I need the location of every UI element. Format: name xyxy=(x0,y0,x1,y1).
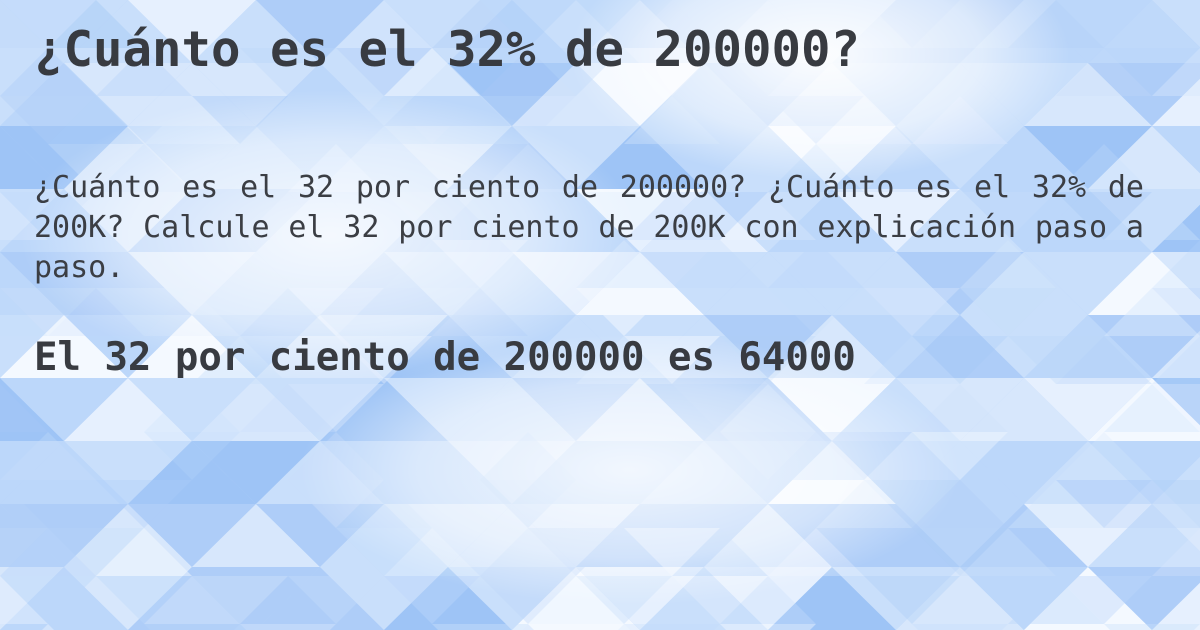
page-title: ¿Cuánto es el 32% de 200000? xyxy=(34,21,861,78)
page-description: ¿Cuánto es el 32 por ciento de 200000? ¿… xyxy=(34,170,1144,285)
footer: % Porcentaje de un número xyxy=(0,530,1200,630)
answer-text: El 32 por ciento de 200000 es 64000 xyxy=(34,335,856,380)
light-patches xyxy=(20,0,1070,605)
